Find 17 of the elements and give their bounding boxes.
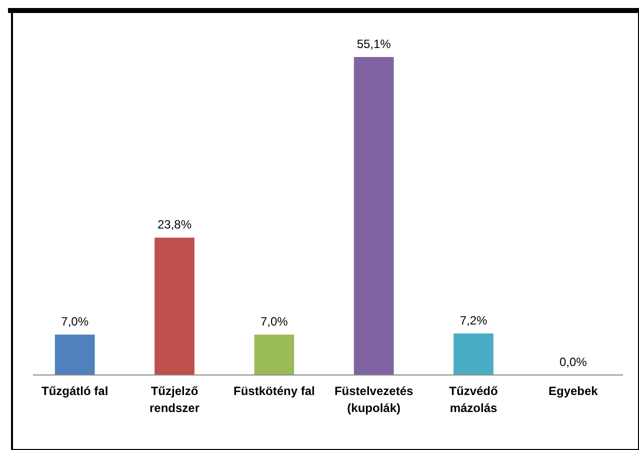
x-tick-label: Füstelvezetés (kupolák) (334, 384, 414, 415)
x-tick-label: Tűzvédő mázolás (449, 384, 498, 415)
bar (54, 334, 95, 375)
x-tick-label: Füstkötény fal (233, 384, 315, 398)
bar (254, 334, 294, 375)
x-tick-label: Tűzjelző rendszer (149, 384, 200, 415)
bar (354, 57, 394, 375)
data-label: 7,0% (61, 314, 89, 329)
bar (154, 238, 194, 375)
data-label: 55,1% (356, 37, 392, 51)
data-label: 7,0% (260, 314, 288, 329)
data-label: 0,0% (559, 355, 588, 369)
data-label: 23,8% (157, 218, 192, 232)
bar (454, 333, 494, 375)
data-label: 7,2% (460, 313, 488, 328)
x-tick-label: Egyebek (548, 384, 598, 398)
x-tick-label: Tűzgátló fal (41, 384, 108, 398)
